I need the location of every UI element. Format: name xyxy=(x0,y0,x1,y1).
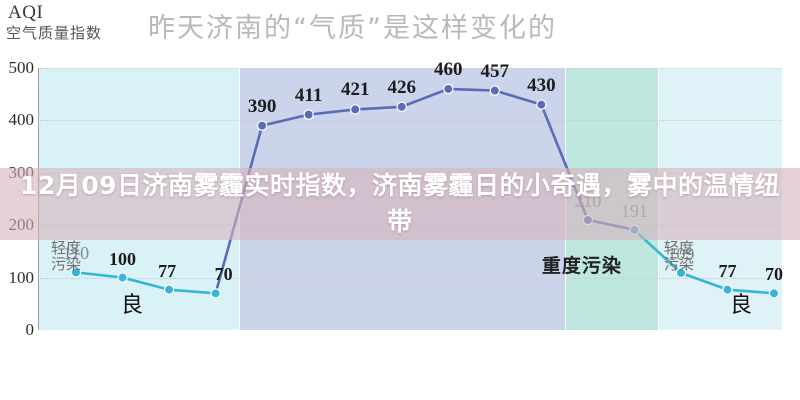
annotation-good-right: 良 xyxy=(729,293,753,319)
data-label-13-00: 77 xyxy=(718,260,737,281)
data-label-12-00: 109 xyxy=(667,243,695,264)
data-label-8-00: 457 xyxy=(480,60,510,82)
aqi-abbrev-label: AQI xyxy=(8,2,44,23)
gridline-500 xyxy=(40,68,782,69)
annotation-light-left: 轻度 污染 xyxy=(50,238,82,273)
data-label-7-00: 460 xyxy=(434,58,463,80)
annotation-good-left: 良 xyxy=(121,293,145,319)
gridline-100 xyxy=(40,277,782,279)
y-tick-500: 500 xyxy=(8,58,35,77)
data-label-23-00: 110 xyxy=(62,243,90,264)
aqi-chinese-label: 空气质量指数 xyxy=(6,24,103,42)
y-tick-0: 0 xyxy=(25,320,35,339)
annotation-heavy: 重度污染 xyxy=(541,255,622,278)
gridline-400 xyxy=(40,120,782,122)
chart-title: 昨天济南的“气质”是这样变化的 xyxy=(148,13,557,44)
data-label-5-00: 421 xyxy=(340,79,370,101)
y-tick-100: 100 xyxy=(8,267,35,287)
data-label-2-00: 70 xyxy=(214,264,233,285)
data-label-9-00: 430 xyxy=(527,74,556,96)
overlay-banner: 12月09日济南雾霾实时指数，济南雾霾日的小奇遇，雾中的温情纽带 xyxy=(0,168,800,240)
data-label-6-00: 426 xyxy=(387,76,416,98)
data-label-14-00: 70 xyxy=(765,264,783,285)
annotation-light-right: 轻度 污染 xyxy=(663,238,694,273)
data-label-24-00: 100 xyxy=(109,248,137,269)
data-label-1-00: 77 xyxy=(158,260,177,281)
y-tick-400: 400 xyxy=(8,110,35,130)
data-label-3-00: 390 xyxy=(247,95,277,117)
data-label-4-00: 411 xyxy=(294,84,323,106)
overlay-text: 12月09日济南雾霾实时指数，济南雾霾日的小奇遇，雾中的温情纽带 xyxy=(19,171,781,236)
